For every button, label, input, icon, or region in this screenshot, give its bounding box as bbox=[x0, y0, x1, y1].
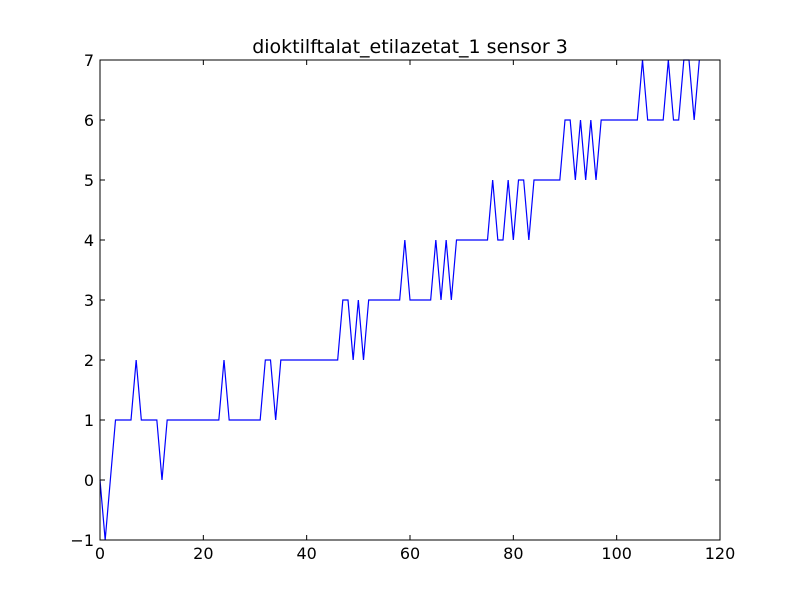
y-tick-label: 3 bbox=[84, 291, 94, 310]
x-tick-label: 100 bbox=[601, 544, 632, 563]
chart-title: dioktilftalat_etilazetat_1 sensor 3 bbox=[252, 36, 568, 58]
x-tick-label: 0 bbox=[95, 544, 105, 563]
y-tick-label: 5 bbox=[84, 171, 94, 190]
y-tick-label: 4 bbox=[84, 231, 94, 250]
y-tick-label: 7 bbox=[84, 51, 94, 70]
y-tick-label: −1 bbox=[70, 531, 94, 550]
x-tick-label: 60 bbox=[400, 544, 420, 563]
x-tick-label: 120 bbox=[705, 544, 736, 563]
x-tick-label: 40 bbox=[296, 544, 316, 563]
series-line-0 bbox=[99, 59, 700, 541]
x-tick-label: 20 bbox=[193, 544, 213, 563]
plot-content bbox=[99, 59, 700, 541]
y-tick-label: 6 bbox=[84, 111, 94, 130]
y-tick-label: 2 bbox=[84, 351, 94, 370]
y-tick-label: 1 bbox=[84, 411, 94, 430]
y-tick-label: 0 bbox=[84, 471, 94, 490]
x-tick-label: 80 bbox=[503, 544, 523, 563]
